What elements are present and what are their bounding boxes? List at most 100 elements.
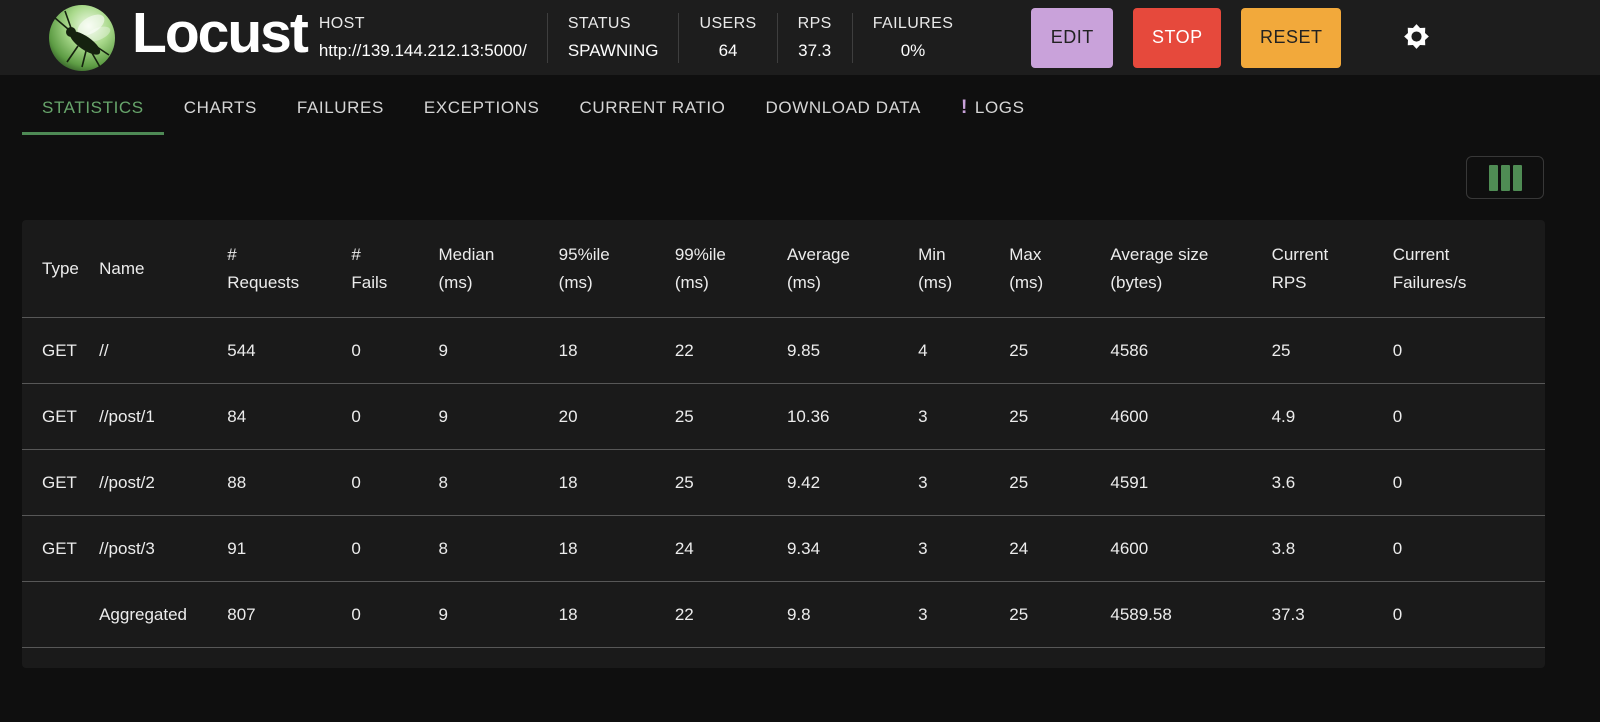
table-cell: GET [42, 340, 77, 360]
settings-button[interactable] [1403, 23, 1430, 53]
tab-statistics[interactable]: STATISTICS [22, 84, 164, 135]
tab-label: EXCEPTIONS [423, 98, 540, 117]
table-cell: 18 [558, 340, 578, 360]
divider [678, 12, 680, 63]
table-cell: 3 [918, 538, 928, 558]
app-header: Locust HOST http://139.144.212.13:5000/ … [0, 0, 1600, 75]
column-header-line1: Median [438, 244, 495, 264]
tab-logs[interactable]: ! LOGS [941, 84, 1045, 135]
table-cell: 25 [1009, 472, 1029, 492]
table-cell: 24 [1009, 538, 1029, 558]
failures-value: 0% [900, 40, 926, 60]
stop-button[interactable]: STOP [1133, 7, 1222, 68]
failures-label: FAILURES [872, 14, 954, 32]
column-header-fails[interactable]: # Fails [351, 220, 438, 318]
rps-value: 37.3 [798, 40, 832, 60]
column-header-min-ms[interactable]: Min (ms) [918, 220, 1009, 318]
users-block: USERS 64 [679, 15, 776, 61]
table-cell: 4589.58 [1110, 604, 1172, 624]
tab-download-data[interactable]: DOWNLOAD DATA [746, 84, 941, 135]
table-cell: 25 [1009, 406, 1029, 426]
table-cell: 9.42 [786, 472, 821, 492]
reset-button[interactable]: RESET [1241, 7, 1342, 68]
column-header-line1: Average [786, 244, 850, 264]
table-cell: 24 [674, 538, 694, 558]
table-cell: GET [42, 406, 77, 426]
tab-label: LOGS [974, 98, 1025, 117]
table-cell: 25 [1271, 340, 1291, 360]
table-cell: 807 [227, 604, 256, 624]
users-count: 64 [718, 40, 738, 60]
tab-bar: STATISTICS CHARTS FAILURES EXCEPTIONS CURREN… [0, 84, 1600, 135]
column-header-line1: # [351, 244, 361, 264]
gear-icon [1403, 23, 1430, 53]
table-cell: 544 [227, 340, 256, 360]
column-header-median-ms[interactable]: Median (ms) [439, 220, 559, 318]
table-cell: 37.3 [1271, 604, 1305, 624]
table-cell: 4600 [1110, 538, 1149, 558]
host-block: HOST http://139.144.212.13:5000/ [319, 15, 527, 61]
column-header-type[interactable]: Type [22, 220, 99, 318]
table-cell: 0 [351, 472, 361, 492]
column-header-line2: (ms) [1009, 272, 1044, 292]
table-cell: 4586 [1110, 340, 1149, 360]
tab-label: CHARTS [183, 98, 257, 117]
table-cell: 3 [918, 604, 928, 624]
table-cell: 22 [674, 340, 694, 360]
table-cell: 9 [438, 604, 448, 624]
host-url: http://139.144.212.13:5000/ [318, 40, 527, 60]
table-cell: 3 [918, 406, 928, 426]
column-header-line2: Requests [227, 272, 300, 292]
column-selector-button[interactable] [1466, 156, 1544, 199]
statistics-table-container: Type Name # Requests # Fails Median (ms) 95%ile (… [22, 220, 1545, 668]
locust-app: Locust HOST http://139.144.212.13:5000/ … [0, 0, 1600, 668]
table-cell: 0 [1392, 604, 1403, 624]
tab-charts[interactable]: CHARTS [164, 84, 277, 135]
column-header-current-failures-s[interactable]: Current Failures/s [1393, 220, 1545, 318]
column-header-average-size-bytes[interactable]: Average size (bytes) [1110, 220, 1271, 318]
table-cell: 8 [438, 538, 448, 558]
column-header-average-ms[interactable]: Average (ms) [787, 220, 918, 318]
table-cell: 8 [438, 472, 448, 492]
table-cell: 20 [558, 406, 578, 426]
column-header-max-ms[interactable]: Max (ms) [1009, 220, 1110, 318]
table-cell: 9 [438, 340, 448, 360]
table-cell: GET [42, 538, 77, 558]
tab-failures[interactable]: FAILURES [277, 84, 404, 135]
logs-alert-badge: ! [960, 97, 968, 118]
column-header-line1: Name [99, 258, 145, 278]
column-header-line2: Fails [351, 272, 388, 292]
host-label: HOST [318, 14, 365, 32]
column-header-95-ile-ms[interactable]: 95%ile (ms) [559, 220, 675, 318]
tab-exceptions[interactable]: EXCEPTIONS [404, 84, 560, 135]
table-cell: 22 [674, 604, 694, 624]
column-header-99-ile-ms[interactable]: 99%ile (ms) [675, 220, 787, 318]
table-cell: 25 [1009, 604, 1029, 624]
users-label: USERS [699, 14, 757, 32]
table-cell: GET [42, 472, 77, 492]
table-cell: 0 [1392, 538, 1403, 558]
table-cell: 9.8 [786, 604, 811, 624]
column-header-line1: 99%ile [674, 244, 726, 264]
column-header-current-rps[interactable]: Current RPS [1272, 220, 1393, 318]
tab-current-ratio[interactable]: CURRENT RATIO [560, 84, 746, 135]
table-cell: 0 [1392, 472, 1403, 492]
column-header-name[interactable]: Name [99, 220, 227, 318]
table-cell: 4 [918, 340, 928, 360]
column-header-requests[interactable]: # Requests [227, 220, 351, 318]
aggregated-row: Aggregated 807 0 9 18 22 9.8 3 25 4589.58 37.3 0 [22, 582, 1545, 648]
column-view-icon [1488, 164, 1522, 191]
statistics-table: Type Name # Requests # Fails Median (ms) 95%ile (… [22, 220, 1545, 648]
table-cell: 0 [351, 604, 361, 624]
table-cell: //post/2 [99, 472, 155, 492]
table-row: GET //post/1 84 0 9 20 25 10.36 3 25 4600 4.9 0 [22, 384, 1545, 450]
table-cell: 0 [351, 406, 361, 426]
divider [546, 12, 548, 63]
column-header-line1: Min [918, 244, 946, 264]
table-cell: 18 [558, 538, 578, 558]
table-cell: 91 [227, 538, 247, 558]
table-cell: 3.6 [1271, 472, 1296, 492]
table-cell: 9 [438, 406, 448, 426]
column-header-line1: Max [1009, 244, 1042, 264]
edit-button[interactable]: EDIT [1031, 7, 1114, 68]
